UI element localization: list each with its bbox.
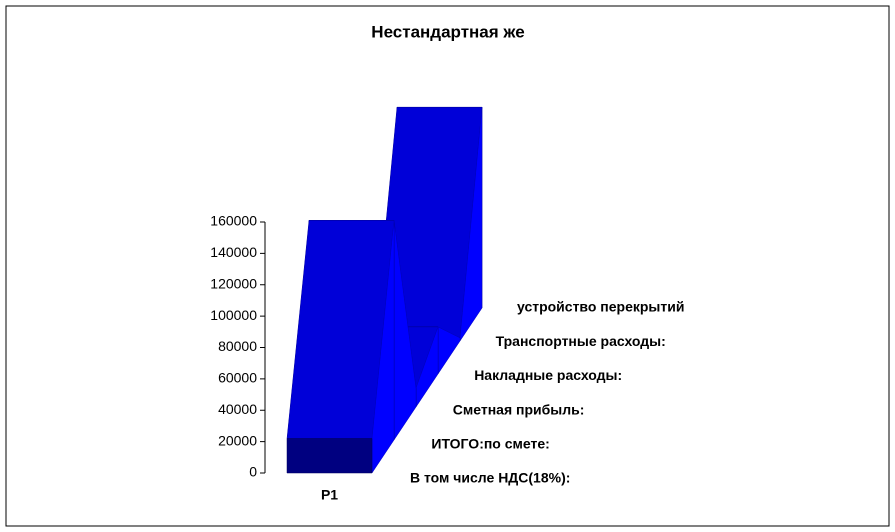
chart-title: Нестандартная же	[371, 22, 524, 41]
y-tick-label: 100000	[210, 307, 257, 323]
y-tick-label: 120000	[210, 275, 257, 291]
y-tick-label: 80000	[218, 338, 257, 354]
y-tick-label: 60000	[218, 370, 257, 386]
legend-label: ИТОГО:по смете:	[431, 436, 549, 452]
y-tick-label: 20000	[218, 432, 257, 448]
legend-label: Транспортные расходы:	[496, 333, 666, 349]
legend-label: Сметная прибыль:	[453, 401, 585, 417]
legend-label: Накладные расходы:	[474, 367, 622, 383]
x-tick-label: P1	[321, 487, 338, 503]
area-face	[286, 438, 373, 474]
y-tick-label: 160000	[210, 213, 257, 229]
y-tick-label: 0	[249, 464, 257, 480]
legend-label: устройство перекрытий	[517, 299, 684, 315]
y-tick-label: 40000	[218, 401, 257, 417]
y-tick-label: 140000	[210, 244, 257, 260]
legend-label: В том числе НДС(18%):	[410, 470, 570, 486]
